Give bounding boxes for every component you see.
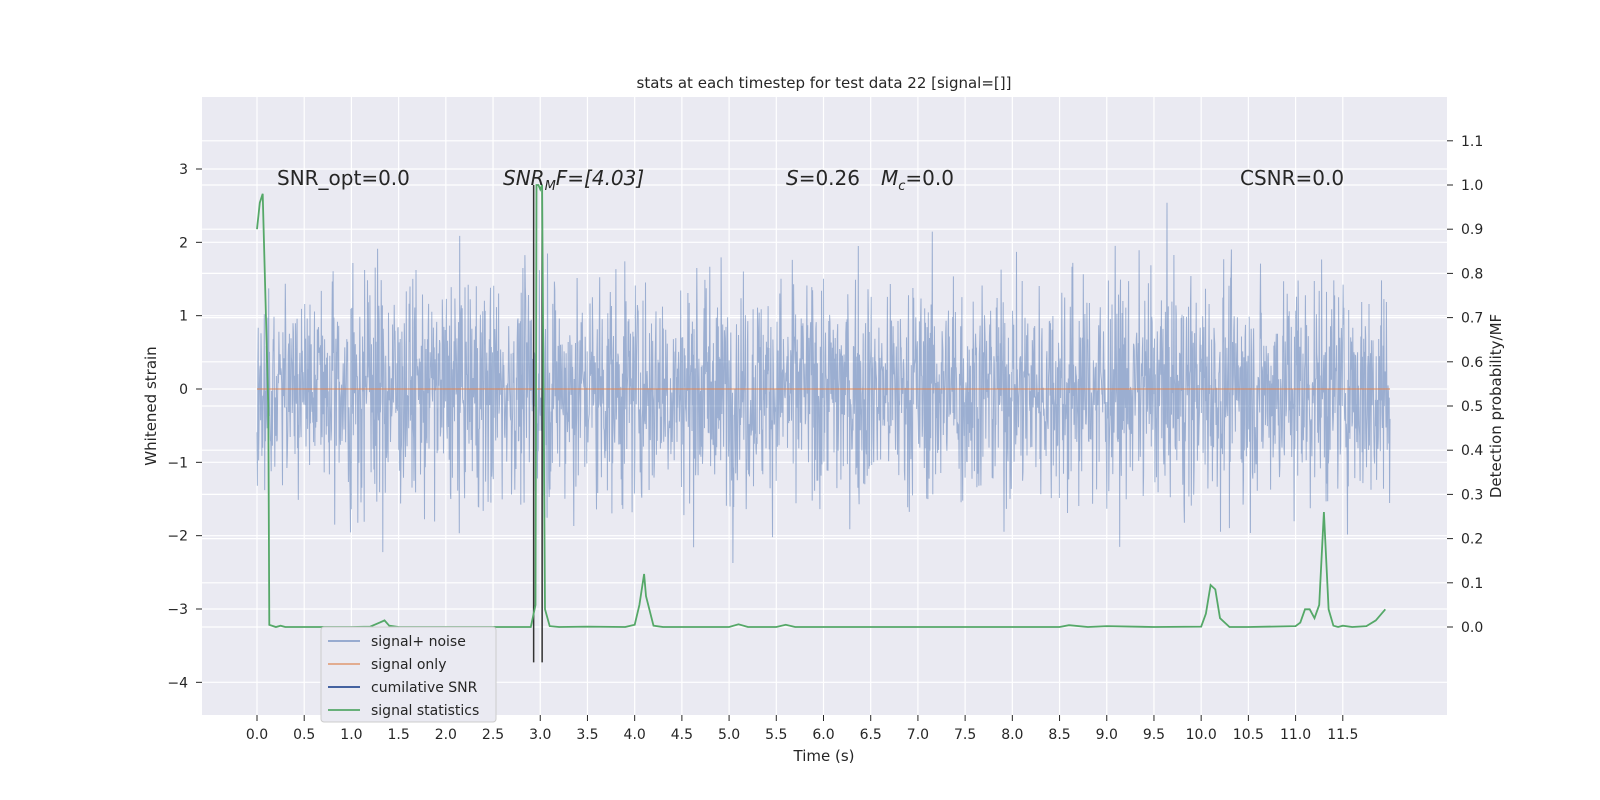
x-axis-ticks: 0.0 0.5 1.0 1.5 2.0 2.5 3.0 3.5 4.0 4.5 5.0 5.5 6.0 6… (246, 715, 1358, 743)
x-tick-label: 2.0 (435, 727, 457, 743)
x-tick-label: 1.5 (387, 727, 409, 743)
legend-label: signal+ noise (371, 634, 466, 650)
mc-sub: c (898, 179, 905, 194)
x-tick-label: 3.0 (529, 727, 551, 743)
x-tick-label: 7.0 (907, 727, 929, 743)
x-tick-label: 5.0 (718, 727, 740, 743)
snr-mf-base: SNR (503, 166, 545, 190)
mc-rest: =0.0 (905, 166, 954, 190)
y2-tick-label: 0.7 (1461, 311, 1483, 327)
x-tick-label: 6.0 (812, 727, 834, 743)
legend-label: cumilative SNR (371, 680, 478, 696)
y-tick-label: 1 (179, 309, 188, 325)
legend-label: signal only (371, 657, 446, 673)
annotation-snr-mf: SNRMF=[4.03] (503, 166, 644, 194)
y-tick-label: −3 (167, 602, 188, 618)
y-tick-label: −2 (167, 529, 188, 545)
series-signal-statistics (256, 184, 1386, 628)
x-tick-label: 1.0 (340, 727, 362, 743)
x-tick-label: 5.5 (765, 727, 787, 743)
y2-axis-label: Detection probability/MF (1487, 314, 1505, 498)
legend-box (320, 626, 497, 723)
signal-plus-noise-line (256, 202, 1391, 564)
y-tick-label: −4 (167, 675, 188, 691)
chart-title: stats at each timestep for test data 22 … (637, 74, 1012, 92)
s-base: S (786, 166, 799, 190)
x-tick-label: 7.5 (954, 727, 976, 743)
legend-label: signal statistics (371, 703, 479, 719)
y-tick-label: −1 (167, 455, 188, 471)
annotation-mc: Mc=0.0 (881, 166, 954, 194)
y2-tick-label: 1.1 (1461, 134, 1483, 150)
s-rest: =0.26 (799, 166, 860, 190)
y2-tick-label: 0.2 (1461, 532, 1483, 548)
annotations: SNR_opt=0.0 SNRMF=[4.03] S=0.26 Mc=0.0 C… (277, 166, 1344, 194)
y2-tick-label: 0.0 (1461, 620, 1483, 636)
x-tick-label: 8.0 (1001, 727, 1023, 743)
y-axis-label: Whitened strain (142, 346, 160, 465)
y-tick-label: 3 (179, 162, 188, 178)
y2-tick-label: 0.8 (1461, 266, 1483, 282)
x-axis-label: Time (s) (793, 747, 855, 765)
y2-axis-ticks: 0.0 0.1 0.2 0.3 0.4 0.5 0.6 0.7 0.8 0.9 1.0 1.1 (1447, 134, 1483, 636)
annotation-snr-opt: SNR_opt=0.0 (277, 166, 410, 190)
x-tick-label: 11.0 (1280, 727, 1311, 743)
x-tick-label: 2.5 (482, 727, 504, 743)
x-tick-label: 10.0 (1186, 727, 1217, 743)
x-tick-label: 6.5 (860, 727, 882, 743)
y2-tick-label: 0.5 (1461, 399, 1483, 415)
y2-tick-label: 0.4 (1461, 443, 1483, 459)
annotation-csnr: CSNR=0.0 (1240, 166, 1344, 190)
legend: signal+ noise signal only cumilative SNR si… (320, 626, 497, 723)
x-tick-label: 4.0 (624, 727, 646, 743)
legend-items: signal+ noise signal only cumilative SNR si… (328, 634, 479, 719)
x-tick-label: 9.5 (1143, 727, 1165, 743)
annotation-s: S=0.26 (786, 166, 860, 190)
x-tick-label: 11.5 (1327, 727, 1358, 743)
y2-tick-label: 1.0 (1461, 178, 1483, 194)
y-axis-ticks: −4 −3 −2 −1 0 1 2 3 (167, 162, 202, 691)
x-tick-label: 8.5 (1048, 727, 1070, 743)
x-tick-label: 0.0 (246, 727, 268, 743)
mc-base: M (881, 166, 898, 190)
y2-tick-label: 0.9 (1461, 222, 1483, 238)
x-tick-label: 4.5 (671, 727, 693, 743)
x-tick-label: 9.0 (1096, 727, 1118, 743)
signal-statistics-line (256, 184, 1386, 628)
x-tick-label: 3.5 (576, 727, 598, 743)
x-tick-label: 0.5 (293, 727, 315, 743)
y-tick-label: 0 (179, 382, 188, 398)
snr-mf-rest: F=[4.03] (556, 166, 644, 190)
series-signal-plus-noise (256, 202, 1391, 564)
y2-tick-label: 0.6 (1461, 355, 1483, 371)
x-tick-label: 10.5 (1233, 727, 1264, 743)
snr-mf-sub: M (545, 179, 556, 194)
y2-tick-label: 0.1 (1461, 576, 1483, 592)
y2-tick-label: 0.3 (1461, 487, 1483, 503)
y-tick-label: 2 (179, 235, 188, 251)
